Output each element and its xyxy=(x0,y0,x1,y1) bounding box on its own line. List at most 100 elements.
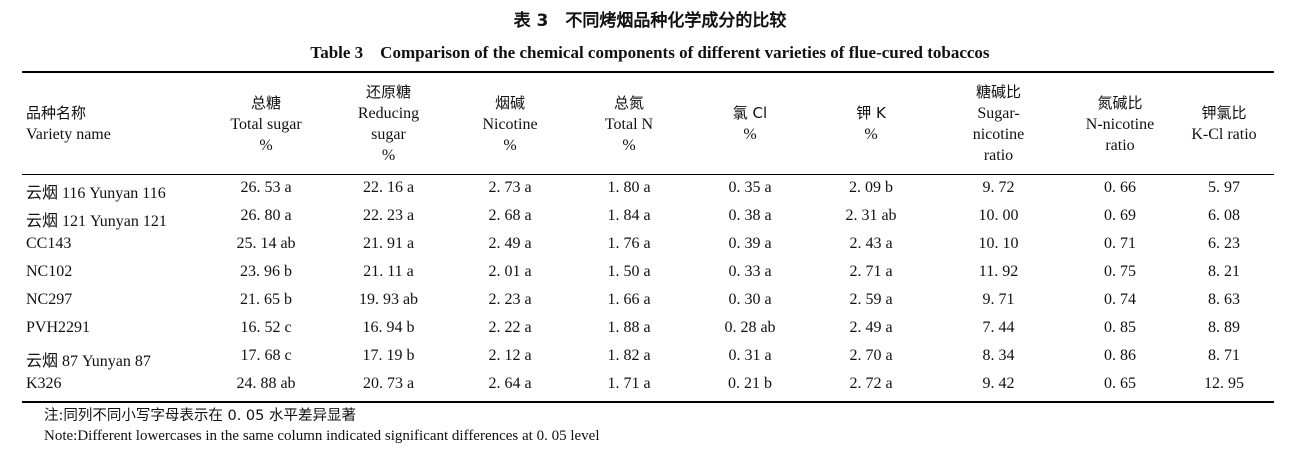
cell-sugar-nicotine-ratio: 9. 71 xyxy=(982,291,1015,308)
header-label-cn: 氮碱比 xyxy=(1097,93,1143,112)
table-row: 云烟 87 Yunyan 87 17. 68 c 17. 19 b 2. 12 a 1.… xyxy=(0,344,1300,370)
cell-reducing-sugar: 17. 19 b xyxy=(362,347,415,364)
cell-total-sugar: 17. 68 c xyxy=(240,347,292,364)
header-label-en: ratio xyxy=(1105,136,1135,154)
cell-cl: 0. 33 a xyxy=(728,263,772,280)
cell-k-cl-ratio: 8. 21 xyxy=(1208,263,1240,280)
header-label-en: nicotine xyxy=(972,126,1025,143)
cell-nicotine: 2. 49 a xyxy=(488,235,532,252)
cell-variety: PVH2291 xyxy=(26,319,91,336)
header-unit: % xyxy=(864,126,878,143)
cell-k: 2. 09 b xyxy=(849,179,893,196)
cell-total-n: 1. 76 a xyxy=(607,235,651,252)
cell-variety: K326 xyxy=(26,375,62,392)
cell-k-cl-ratio: 12. 95 xyxy=(1204,375,1244,392)
cell-total-sugar: 21. 65 b xyxy=(240,291,292,308)
table-note-cn: 注:同列不同小写字母表示在 0. 05 水平差异显著 xyxy=(44,408,356,424)
cell-cl: 0. 38 a xyxy=(728,207,772,224)
cell-reducing-sugar: 16. 94 b xyxy=(362,319,415,336)
header-k-cl-ratio: 钾氯比 K-Cl ratio xyxy=(1174,77,1274,171)
header-total-sugar: 总糖 Total sugar% xyxy=(206,77,326,171)
cell-k: 2. 70 a xyxy=(849,347,893,364)
cell-nicotine: 2. 01 a xyxy=(488,263,532,280)
table-title-cn: 表 3 不同烤烟品种化学成分的比较 xyxy=(513,11,787,31)
cell-variety: 云烟 121 Yunyan 121 xyxy=(26,213,167,230)
header-label-en: Total N xyxy=(604,115,654,133)
cell-total-n: 1. 88 a xyxy=(607,319,651,336)
cell-reducing-sugar: 21. 11 a xyxy=(363,263,414,280)
cell-reducing-sugar: 22. 23 a xyxy=(362,207,415,224)
cell-nicotine: 2. 64 a xyxy=(488,375,532,392)
header-label-cn: 还原糖 xyxy=(365,83,411,101)
table-row: NC297 21. 65 b 19. 93 ab 2. 23 a 1. 66 a 0. 3… xyxy=(0,288,1300,314)
cell-k-cl-ratio: 8. 63 xyxy=(1208,291,1240,308)
header-unit: % xyxy=(381,147,396,164)
cell-k: 2. 72 a xyxy=(849,375,893,392)
header-rule xyxy=(22,174,1274,175)
header-label-en: sugar xyxy=(371,126,406,143)
header-unit: % xyxy=(259,136,273,154)
header-label-cn: 品种名称 xyxy=(26,104,87,122)
header-label-cn: 氯 Cl xyxy=(732,104,768,122)
top-rule xyxy=(22,71,1274,73)
cell-total-sugar: 24. 88 ab xyxy=(236,375,296,392)
header-reducing-sugar: 还原糖 Reducing sugar% xyxy=(326,77,451,171)
cell-total-sugar: 16. 52 c xyxy=(240,319,292,336)
cell-k-cl-ratio: 5. 97 xyxy=(1208,179,1240,196)
cell-n-nicotine-ratio: 0. 75 xyxy=(1104,263,1136,280)
table-row: PVH2291 16. 52 c 16. 94 b 2. 22 a 1. 88 a 0. … xyxy=(0,316,1300,342)
cell-k: 2. 49 a xyxy=(849,319,893,336)
table-row: 云烟 116 Yunyan 116 26. 53 a 22. 16 a 2. 73 a… xyxy=(0,176,1300,202)
cell-nicotine: 2. 12 a xyxy=(488,347,532,364)
cell-cl: 0. 28 ab xyxy=(724,319,776,336)
cell-total-sugar: 26. 53 a xyxy=(240,179,292,196)
header-unit: % xyxy=(503,136,517,154)
cell-sugar-nicotine-ratio: 7. 44 xyxy=(982,319,1015,336)
cell-sugar-nicotine-ratio: 8. 34 xyxy=(982,347,1015,364)
cell-variety: 云烟 87 Yunyan 87 xyxy=(26,353,151,370)
cell-variety: 云烟 116 Yunyan 116 xyxy=(26,185,166,202)
cell-cl: 0. 39 a xyxy=(728,235,772,252)
cell-k-cl-ratio: 8. 71 xyxy=(1208,347,1240,364)
cell-total-sugar: 26. 80 a xyxy=(240,207,292,224)
cell-k-cl-ratio: 8. 89 xyxy=(1208,319,1240,336)
cell-total-n: 1. 82 a xyxy=(607,347,651,364)
cell-total-n: 1. 71 a xyxy=(607,375,651,392)
cell-reducing-sugar: 21. 91 a xyxy=(362,235,415,252)
header-cl: 氯 Cl% xyxy=(689,77,811,171)
cell-reducing-sugar: 19. 93 ab xyxy=(358,291,419,308)
header-label-en: Total sugar xyxy=(230,115,302,133)
cell-cl: 0. 30 a xyxy=(728,291,772,308)
header-label-cn: 总糖 xyxy=(250,93,281,112)
cell-nicotine: 2. 23 a xyxy=(488,291,532,308)
cell-n-nicotine-ratio: 0. 66 xyxy=(1104,179,1136,196)
cell-total-n: 1. 80 a xyxy=(607,179,651,196)
bottom-rule xyxy=(22,401,1274,403)
table-row: CC143 25. 14 ab 21. 91 a 2. 49 a 1. 76 a 0. 3… xyxy=(0,232,1300,258)
cell-total-sugar: 25. 14 ab xyxy=(236,235,296,252)
cell-sugar-nicotine-ratio: 10. 00 xyxy=(978,207,1019,224)
cell-sugar-nicotine-ratio: 11. 92 xyxy=(978,263,1019,280)
header-label-en: Reducing xyxy=(357,105,420,122)
cell-nicotine: 2. 22 a xyxy=(488,319,532,336)
header-sugar-nicotine-ratio: 糖碱比 Sugar-nicotine ratio xyxy=(931,77,1066,171)
header-label-en: Sugar- xyxy=(977,105,1020,122)
cell-k: 2. 43 a xyxy=(849,235,893,252)
table-note-en: Note:Different lowercases in the same co… xyxy=(44,428,600,444)
table-row: NC102 23. 96 b 21. 11 a 2. 01 a 1. 50 a 0. 33… xyxy=(0,260,1300,286)
cell-total-n: 1. 84 a xyxy=(607,207,651,224)
cell-k: 2. 71 a xyxy=(849,263,893,280)
header-variety: 品种名称 Variety name xyxy=(26,77,206,171)
header-unit: % xyxy=(743,126,757,143)
header-label-en: Nicotine xyxy=(482,115,538,133)
header-label-en: ratio xyxy=(983,147,1014,164)
header-label-en: Variety name xyxy=(26,126,111,143)
cell-variety: NC297 xyxy=(26,291,73,308)
cell-sugar-nicotine-ratio: 10. 10 xyxy=(978,235,1019,252)
cell-n-nicotine-ratio: 0. 65 xyxy=(1104,375,1136,392)
header-label-cn: 糖碱比 xyxy=(975,83,1021,101)
cell-sugar-nicotine-ratio: 9. 42 xyxy=(982,375,1015,392)
table-title-en: Table 3 Comparison of the chemical compo… xyxy=(310,43,990,62)
cell-total-n: 1. 66 a xyxy=(607,291,651,308)
cell-reducing-sugar: 22. 16 a xyxy=(362,179,415,196)
